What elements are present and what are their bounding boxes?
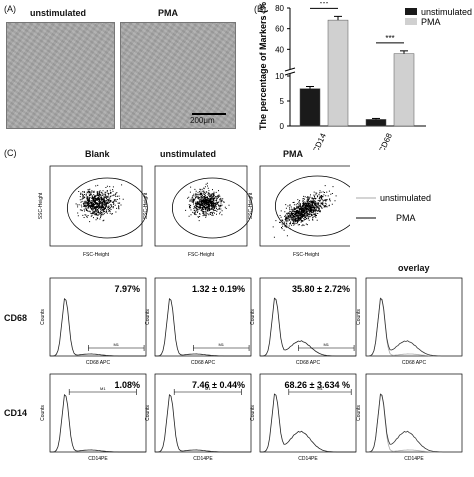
x-tick-label: CD14 — [311, 131, 328, 150]
percent-cd14-0: 1.08% — [114, 380, 140, 390]
percent-cd14-1: 7.46 ± 0.44% — [192, 380, 245, 390]
histogram-frame — [154, 277, 252, 357]
gate-ellipse — [274, 175, 350, 237]
legend-label-pma: PMA — [421, 17, 441, 27]
micrograph-pma-title: PMA — [158, 8, 178, 18]
gate-label: M1 — [323, 342, 329, 347]
panel-label-b: (B) — [254, 4, 266, 14]
histogram-x-label: CD14PE — [88, 456, 108, 462]
scatter-points — [185, 182, 230, 222]
col-title-unstimulated: unstimulated — [160, 149, 217, 159]
scale-bar-label: 200μm — [190, 116, 215, 125]
scatter-y-label: SSC-Height — [248, 192, 254, 219]
histogram-x-label: CD68 APC — [296, 360, 321, 366]
gate-ellipse — [171, 177, 253, 239]
micrograph-pma — [120, 22, 236, 129]
histogram-y-label: Counts — [145, 405, 151, 421]
y-tick-label: 40 — [275, 45, 284, 54]
histogram-curve — [155, 297, 251, 357]
flow-legend-unstimulated: unstimulated — [380, 193, 431, 203]
overlay-curve-pma — [366, 297, 462, 357]
bar-cd14-pma — [327, 19, 349, 127]
histogram-frame — [259, 373, 357, 453]
percent-cd14-2: 68.26 ± 3.634 % — [285, 380, 351, 390]
histogram-frame — [365, 277, 463, 357]
panel-label-c: (C) — [4, 148, 17, 158]
x-tick-label: CD68 — [377, 131, 394, 150]
overlay-title: overlay — [398, 263, 430, 273]
histogram-frame — [365, 373, 463, 453]
y-tick-label: 0 — [280, 122, 285, 131]
bar-chart: The percentage of Markers (%) 0 5 10 40 60 80… — [258, 2, 472, 150]
y-axis-label: The percentage of Markers (%) — [258, 2, 268, 130]
histogram-frame — [154, 373, 252, 453]
scatter-x-label: FSC-Height — [188, 252, 215, 258]
axis-break-line — [284, 67, 296, 72]
histogram-frame — [259, 277, 357, 357]
histogram-x-label: CD68 APC — [402, 360, 427, 366]
scatter-x-label: FSC-Height — [83, 252, 110, 258]
scatter-y-label: SSC-Height — [143, 192, 149, 219]
histogram-frame — [49, 373, 147, 453]
significance-label: *** — [385, 34, 394, 43]
bar-cd68-unstimulated — [365, 119, 387, 127]
gate-label: M1 — [218, 342, 224, 347]
gate-label: M1 — [113, 342, 119, 347]
histogram-curve — [155, 393, 251, 453]
gate-label: M1 — [205, 386, 211, 391]
histogram-x-label: CD14PE — [404, 456, 424, 462]
gate-label: M1 — [317, 386, 323, 391]
col-title-blank: Blank — [85, 149, 110, 159]
histogram-curve — [50, 393, 146, 453]
flow-legend: unstimulated PMA — [356, 193, 431, 223]
overlay-curve-pma — [366, 393, 462, 453]
axis-break — [285, 69, 295, 74]
histogram-curve — [260, 297, 356, 357]
legend-swatch-pma — [405, 18, 417, 25]
flow-legend-pma: PMA — [396, 213, 416, 223]
bar-cd14-unstimulated — [299, 88, 321, 127]
axis-break-line — [284, 71, 296, 76]
scatter-x-label: FSC-Height — [293, 252, 320, 258]
histogram-grid: M1 7.97% CD68 APC Counts M1 1.32 ± 0.19% CD68 … — [40, 277, 463, 462]
histogram-x-label: CD68 APC — [191, 360, 216, 366]
histogram-x-label: CD68 APC — [86, 360, 111, 366]
bar-cd68-pma — [393, 53, 415, 127]
histogram-y-label: Counts — [40, 405, 46, 421]
y-tick-label: 80 — [275, 4, 284, 13]
significance-label: *** — [319, 2, 328, 8]
histogram-y-label: Counts — [356, 405, 362, 421]
y-tick-label: 60 — [275, 25, 284, 34]
histogram-y-label: Counts — [145, 309, 151, 325]
histogram-curve — [260, 393, 356, 453]
scatter-row: FSC-Height SSC-Height FSC-Height SSC-Height… — [38, 165, 350, 258]
gate-ellipse — [66, 177, 148, 239]
histogram-y-label: Counts — [356, 309, 362, 325]
percent-cd68-2: 35.80 ± 2.72% — [292, 284, 350, 294]
row-label-cd14: CD14 — [4, 408, 28, 418]
y-tick-label: 10 — [275, 72, 284, 81]
histogram-y-label: Counts — [250, 309, 256, 325]
histogram-frame — [49, 277, 147, 357]
panel-label-a: (A) — [4, 4, 16, 14]
percent-cd68-0: 7.97% — [114, 284, 140, 294]
scatter-points — [272, 185, 337, 238]
histogram-x-label: CD14PE — [298, 456, 318, 462]
micrograph-unstimulated — [6, 22, 115, 129]
scatter-points — [75, 184, 124, 223]
legend-label-unstimulated: unstimulated — [421, 7, 472, 17]
histogram-x-label: CD14PE — [193, 456, 213, 462]
histogram-y-label: Counts — [250, 405, 256, 421]
histogram-curve — [50, 297, 146, 357]
col-title-pma: PMA — [283, 149, 303, 159]
row-label-cd68: CD68 — [4, 313, 28, 323]
percent-cd68-1: 1.32 ± 0.19% — [192, 284, 245, 294]
micrograph-unstimulated-title: unstimulated — [30, 8, 87, 18]
histogram-y-label: Counts — [40, 309, 46, 325]
scatter-y-label: SSC-Height — [38, 192, 44, 219]
scale-bar — [192, 113, 226, 115]
legend-swatch-unstimulated — [405, 8, 417, 15]
gate-label: M1 — [100, 386, 106, 391]
y-tick-label: 5 — [280, 97, 285, 106]
